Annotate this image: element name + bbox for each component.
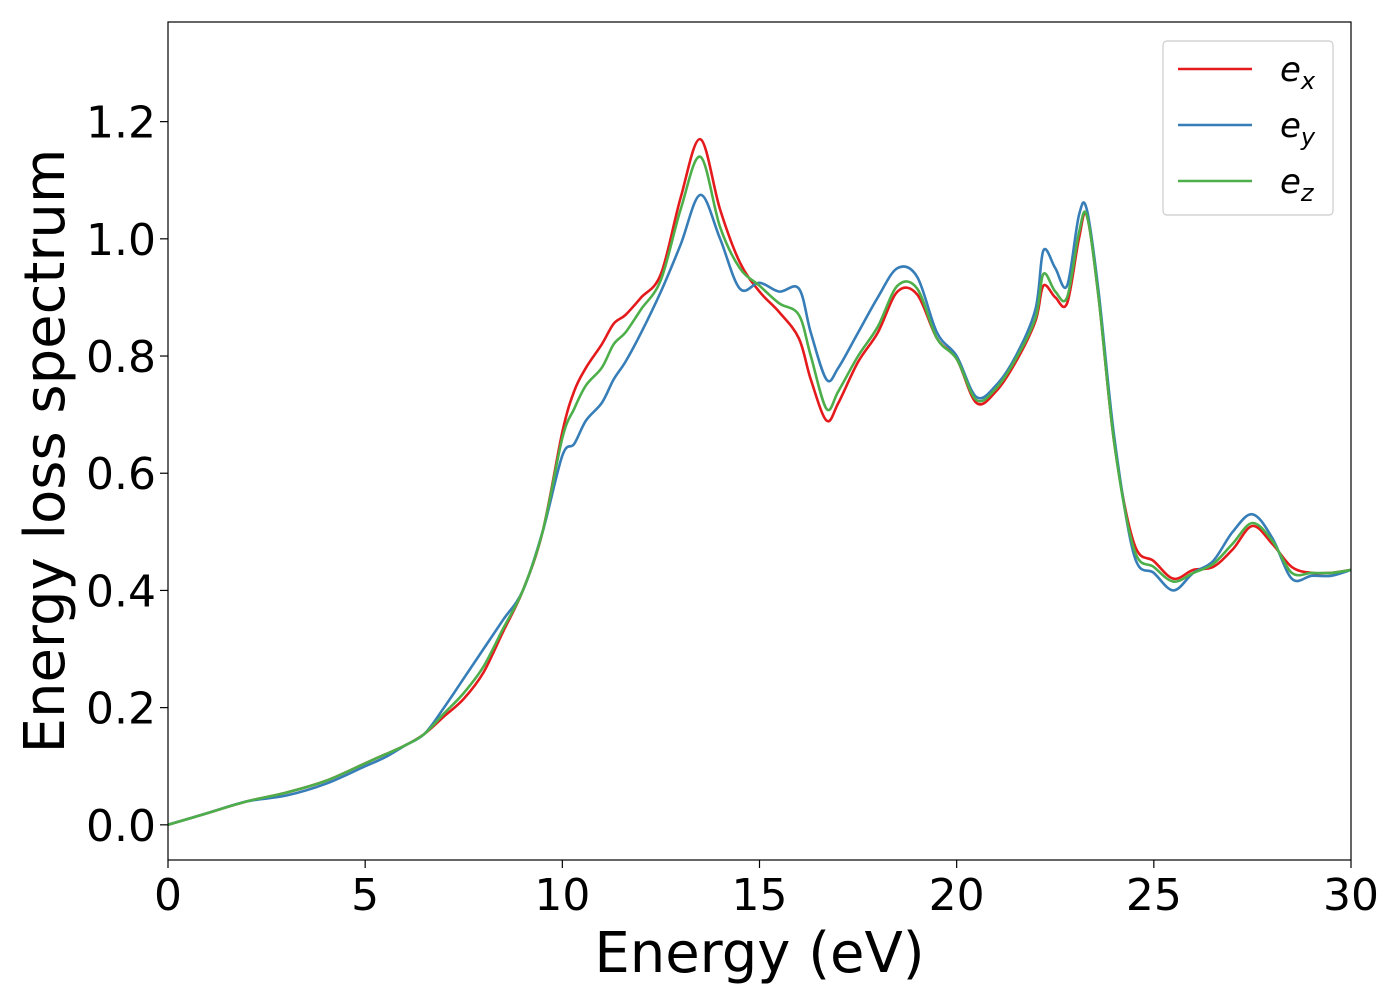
y-tick-label: 0.4 (86, 566, 156, 617)
y-tick-label: 1.2 (86, 98, 156, 149)
y-tick-label: 0.2 (86, 684, 156, 735)
x-tick-label: 30 (1323, 870, 1379, 921)
plot-lines (167, 137, 1352, 827)
series-line-ey (167, 193, 1352, 827)
x-tick-label: 10 (534, 870, 590, 921)
x-tick-label: 20 (929, 870, 985, 921)
x-axis-ticks: 0 5 10 15 20 25 30 (154, 860, 1379, 921)
x-tick-label: 15 (732, 870, 788, 921)
legend-subscript: x (1300, 67, 1316, 95)
y-axis-title: Energy loss spectrum (13, 149, 78, 754)
legend-subscript: z (1300, 179, 1315, 207)
x-tick-label: 5 (351, 870, 379, 921)
x-tick-label: 25 (1126, 870, 1182, 921)
legend-box (1162, 40, 1334, 216)
legend-subscript: y (1300, 123, 1316, 151)
y-tick-label: 0.6 (86, 449, 156, 500)
x-tick-label: 0 (154, 870, 182, 921)
y-axis-ticks: 0.0 0.2 0.4 0.6 0.8 1.0 1.2 (86, 98, 168, 852)
y-tick-label: 0.0 (86, 801, 156, 852)
x-axis-title: Energy (eV) (594, 921, 924, 986)
y-tick-label: 1.0 (86, 215, 156, 266)
y-tick-label: 0.8 (86, 332, 156, 383)
series-line-ez (167, 155, 1352, 827)
series-line-ex (167, 137, 1352, 827)
